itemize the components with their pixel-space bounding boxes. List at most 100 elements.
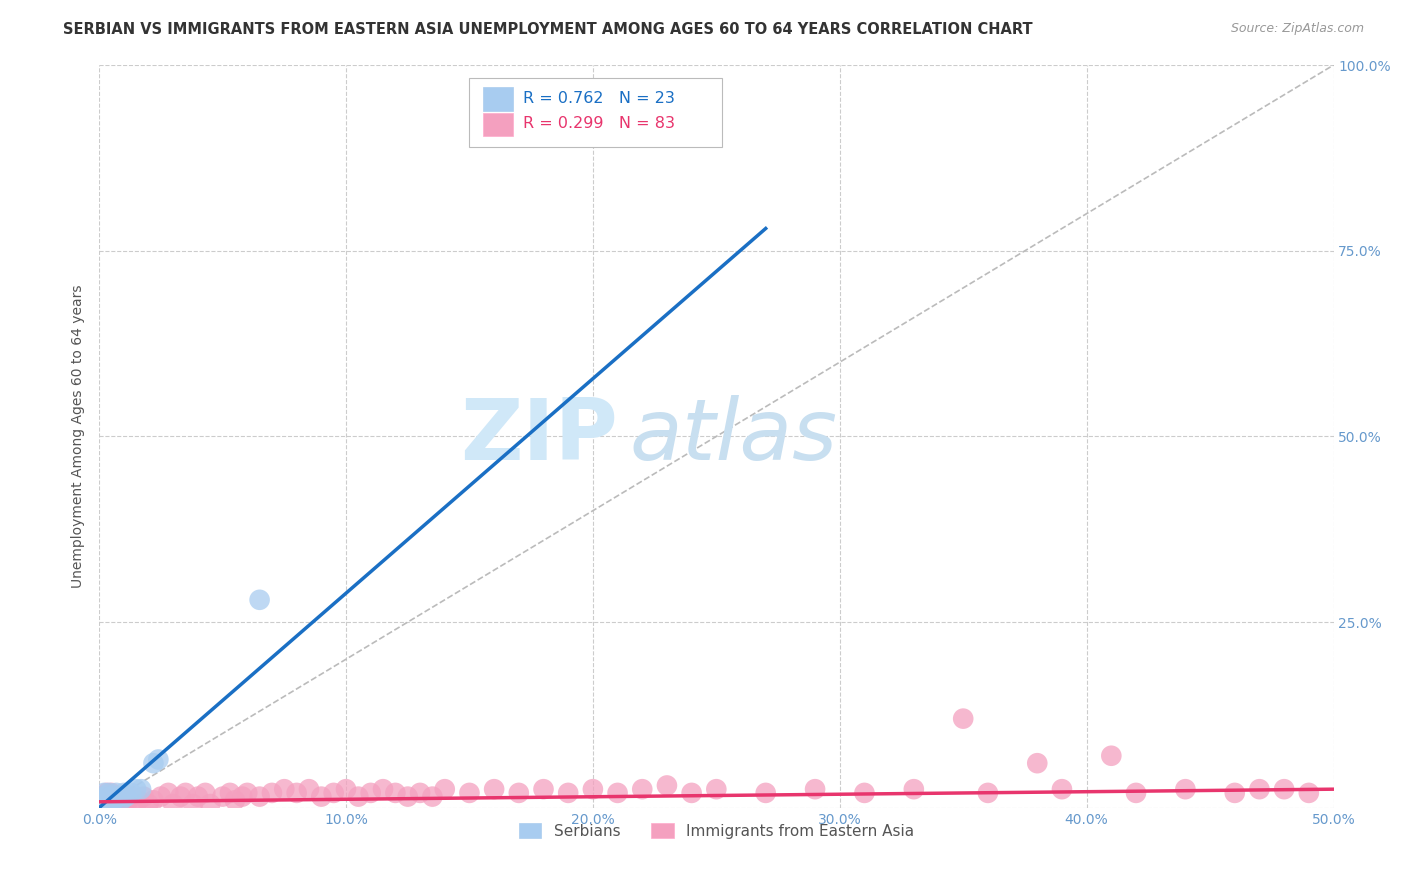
- Point: [231, 789, 253, 804]
- Point: [108, 789, 131, 804]
- Point: [142, 793, 165, 807]
- Point: [533, 782, 555, 797]
- Point: [273, 782, 295, 797]
- Point: [110, 793, 132, 807]
- Point: [105, 786, 128, 800]
- Point: [132, 789, 155, 804]
- Point: [129, 782, 152, 797]
- Point: [93, 793, 115, 807]
- Point: [157, 786, 180, 800]
- Point: [371, 782, 394, 797]
- Point: [1249, 782, 1271, 797]
- Point: [952, 712, 974, 726]
- Point: [236, 786, 259, 800]
- Point: [582, 782, 605, 797]
- Point: [100, 789, 122, 804]
- Point: [606, 786, 628, 800]
- Text: SERBIAN VS IMMIGRANTS FROM EASTERN ASIA UNEMPLOYMENT AMONG AGES 60 TO 64 YEARS C: SERBIAN VS IMMIGRANTS FROM EASTERN ASIA …: [63, 22, 1033, 37]
- Point: [1272, 782, 1295, 797]
- Point: [93, 797, 115, 811]
- Text: atlas: atlas: [630, 395, 838, 478]
- Point: [96, 793, 118, 807]
- Point: [105, 797, 128, 811]
- Point: [100, 786, 122, 800]
- Point: [631, 782, 654, 797]
- Point: [142, 756, 165, 771]
- Point: [187, 789, 209, 804]
- Point: [1298, 786, 1320, 800]
- Point: [108, 789, 131, 804]
- Point: [1125, 786, 1147, 800]
- Point: [162, 797, 184, 811]
- Point: [360, 786, 382, 800]
- Point: [93, 786, 115, 800]
- Point: [174, 786, 197, 800]
- Point: [249, 592, 271, 607]
- FancyBboxPatch shape: [484, 87, 513, 112]
- Point: [105, 793, 128, 807]
- Text: ZIP: ZIP: [460, 395, 617, 478]
- Point: [977, 786, 1000, 800]
- Point: [655, 779, 678, 793]
- Point: [181, 797, 204, 811]
- Point: [118, 793, 141, 807]
- Point: [93, 789, 115, 804]
- Legend: Serbians, Immigrants from Eastern Asia: Serbians, Immigrants from Eastern Asia: [512, 816, 920, 845]
- Point: [98, 786, 121, 800]
- Point: [149, 789, 172, 804]
- Point: [90, 793, 112, 807]
- Point: [384, 786, 406, 800]
- Point: [100, 797, 122, 811]
- Point: [96, 797, 118, 811]
- Point: [298, 782, 321, 797]
- Point: [128, 793, 150, 807]
- Point: [482, 782, 505, 797]
- Point: [347, 789, 370, 804]
- Point: [1026, 756, 1049, 771]
- FancyBboxPatch shape: [470, 78, 723, 147]
- FancyBboxPatch shape: [484, 112, 513, 136]
- Point: [98, 789, 121, 804]
- Point: [755, 786, 778, 800]
- Point: [169, 789, 191, 804]
- Point: [138, 797, 160, 811]
- Point: [219, 786, 242, 800]
- Point: [458, 786, 481, 800]
- Point: [249, 789, 271, 804]
- Point: [1050, 782, 1073, 797]
- Point: [260, 786, 283, 800]
- Point: [108, 797, 131, 811]
- Point: [1174, 782, 1197, 797]
- Point: [335, 782, 357, 797]
- Text: Source: ZipAtlas.com: Source: ZipAtlas.com: [1230, 22, 1364, 36]
- Point: [903, 782, 925, 797]
- Point: [90, 789, 112, 804]
- Point: [125, 797, 148, 811]
- Point: [433, 782, 456, 797]
- Point: [103, 797, 125, 811]
- Point: [804, 782, 827, 797]
- Point: [120, 786, 142, 800]
- Point: [112, 789, 135, 804]
- Point: [1099, 748, 1122, 763]
- Point: [103, 789, 125, 804]
- Point: [100, 797, 122, 811]
- Point: [120, 789, 142, 804]
- Point: [200, 797, 222, 811]
- Point: [557, 786, 579, 800]
- Point: [508, 786, 530, 800]
- Point: [93, 797, 115, 811]
- Point: [90, 797, 112, 811]
- Point: [285, 786, 308, 800]
- Point: [681, 786, 703, 800]
- Point: [103, 793, 125, 807]
- Text: R = 0.762   N = 23: R = 0.762 N = 23: [523, 91, 675, 106]
- Point: [704, 782, 727, 797]
- Point: [224, 793, 246, 807]
- Point: [322, 786, 344, 800]
- Point: [125, 782, 148, 797]
- Point: [96, 797, 118, 811]
- Y-axis label: Unemployment Among Ages 60 to 64 years: Unemployment Among Ages 60 to 64 years: [72, 285, 86, 588]
- Point: [110, 793, 132, 807]
- Point: [409, 786, 432, 800]
